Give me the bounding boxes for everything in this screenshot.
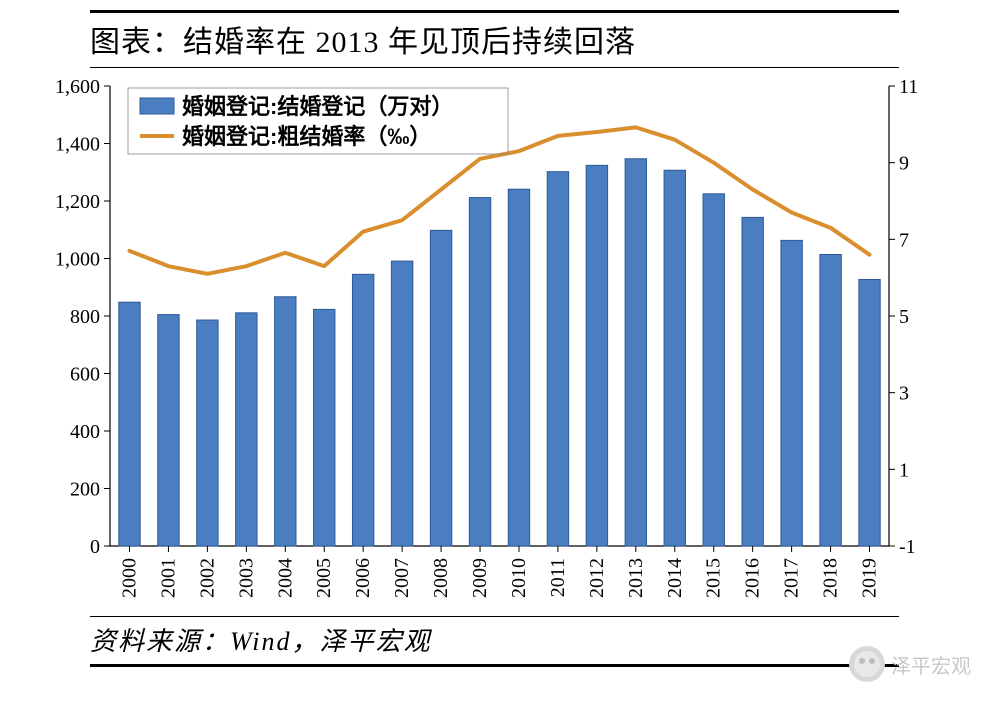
svg-text:2018: 2018 <box>820 558 842 598</box>
svg-text:2004: 2004 <box>274 558 296 598</box>
chart-container: 图表：结婚率在 2013 年见顶后持续回落 0 200 400 600 800 1,000… <box>0 10 989 708</box>
bar <box>197 320 218 546</box>
bar <box>547 172 568 546</box>
source-text: 资料来源：Wind，泽平宏观 <box>90 621 899 658</box>
bar <box>469 198 490 546</box>
title-bar: 图表：结婚率在 2013 年见顶后持续回落 <box>90 10 899 68</box>
bar <box>314 309 335 546</box>
svg-text:-1: -1 <box>899 536 916 558</box>
svg-text:9: 9 <box>899 153 909 175</box>
bar <box>430 230 451 546</box>
bar <box>158 315 179 546</box>
svg-text:1,600: 1,600 <box>55 76 100 98</box>
chart-title: 图表：结婚率在 2013 年见顶后持续回落 <box>90 17 899 61</box>
chart-area: 0 200 400 600 800 1,000 1,200 1,400 1,600 -1 1 3 5 7 9… <box>40 76 949 616</box>
bar <box>820 254 841 546</box>
svg-text:800: 800 <box>70 306 100 328</box>
svg-text:2006: 2006 <box>352 558 374 598</box>
svg-text:600: 600 <box>70 364 100 386</box>
bar <box>664 170 685 546</box>
svg-text:婚姻登记:结婚登记（万对）: 婚姻登记:结婚登记（万对） <box>182 94 453 119</box>
svg-text:2012: 2012 <box>586 558 608 598</box>
svg-text:1,400: 1,400 <box>55 134 100 156</box>
bar <box>352 274 373 546</box>
svg-text:2014: 2014 <box>664 558 686 598</box>
svg-text:3: 3 <box>899 383 909 405</box>
svg-text:5: 5 <box>899 306 909 328</box>
bar <box>236 313 257 546</box>
svg-text:2016: 2016 <box>742 558 764 598</box>
svg-text:2010: 2010 <box>508 558 530 598</box>
svg-text:2007: 2007 <box>391 558 413 598</box>
svg-text:2003: 2003 <box>235 558 257 598</box>
svg-text:2009: 2009 <box>469 558 491 598</box>
svg-text:11: 11 <box>899 76 918 98</box>
watermark: 泽平宏观 <box>849 646 971 682</box>
bar <box>508 189 529 546</box>
svg-text:2000: 2000 <box>118 558 140 598</box>
bar <box>625 159 646 546</box>
svg-text:400: 400 <box>70 421 100 443</box>
svg-text:1: 1 <box>899 459 909 481</box>
bar <box>781 240 802 546</box>
svg-text:2015: 2015 <box>703 558 725 598</box>
svg-text:0: 0 <box>90 536 100 558</box>
svg-text:2011: 2011 <box>547 558 569 597</box>
svg-text:2005: 2005 <box>313 558 335 598</box>
svg-text:2019: 2019 <box>859 558 881 598</box>
svg-text:2008: 2008 <box>430 558 452 598</box>
svg-text:1,200: 1,200 <box>55 191 100 213</box>
bar <box>119 302 140 546</box>
legend: 婚姻登记:结婚登记（万对） 婚姻登记:粗结婚率（‰） <box>128 88 508 154</box>
wechat-icon <box>849 646 885 682</box>
svg-text:200: 200 <box>70 479 100 501</box>
svg-text:婚姻登记:粗结婚率（‰）: 婚姻登记:粗结婚率（‰） <box>182 124 431 149</box>
bar <box>703 194 724 546</box>
chart-svg: 0 200 400 600 800 1,000 1,200 1,400 1,600 -1 1 3 5 7 9… <box>40 76 949 616</box>
bar <box>586 165 607 546</box>
svg-text:7: 7 <box>899 229 909 251</box>
svg-text:2013: 2013 <box>625 558 647 598</box>
footer-bar: 资料来源：Wind，泽平宏观 <box>90 616 899 667</box>
bar <box>859 279 880 546</box>
bar <box>391 261 412 546</box>
svg-text:2001: 2001 <box>157 558 179 598</box>
watermark-text: 泽平宏观 <box>891 650 971 679</box>
bar <box>742 217 763 546</box>
svg-text:1,000: 1,000 <box>55 249 100 271</box>
svg-text:2017: 2017 <box>781 558 803 598</box>
bar <box>275 297 296 546</box>
svg-text:2002: 2002 <box>196 558 218 598</box>
